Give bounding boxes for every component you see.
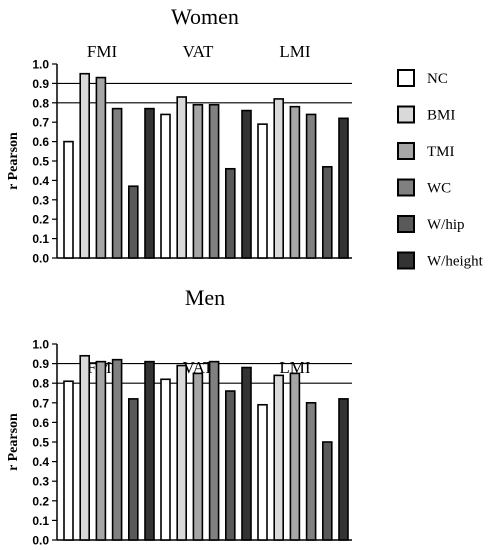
- bar-wc-lmi: [305, 113, 317, 259]
- bar-tmi-vat: [192, 372, 204, 541]
- bar-tmi-lmi: [289, 372, 301, 541]
- bar-w-height-vat: [241, 109, 252, 259]
- legend: NC BMI TMI WC W/hip W/height: [397, 69, 484, 270]
- category-label: LMI: [279, 358, 311, 377]
- y-tick-label: 0.4: [32, 455, 49, 469]
- bar-bmi-lmi: [273, 374, 285, 541]
- legend-swatch-w-hip: [397, 215, 415, 233]
- legend-swatch-w-height: [397, 251, 415, 270]
- bar-bmi-vat: [176, 364, 187, 541]
- y-tick-label: 1.0: [32, 58, 49, 72]
- y-tick-label: 0.5: [32, 155, 49, 169]
- bar-wc-fmi: [111, 107, 123, 259]
- y-tick-label: 1.0: [32, 338, 49, 352]
- bar-w-height-fmi: [144, 107, 155, 259]
- bar-wc-vat: [208, 103, 220, 259]
- y-tick-label: 0.7: [32, 396, 49, 410]
- legend-label: TMI: [427, 144, 455, 160]
- bar-w-height-lmi: [338, 398, 349, 541]
- bar-tmi-fmi: [95, 76, 107, 259]
- bar-nc-lmi: [257, 123, 268, 259]
- y-axis-label: r Pearson: [6, 132, 21, 190]
- y-tick-label: 0.2: [32, 494, 49, 508]
- bar-bmi-vat: [176, 96, 187, 259]
- bar-nc-lmi: [257, 403, 268, 541]
- y-tick-label: 0.5: [32, 436, 49, 450]
- bar-wc-vat: [208, 360, 220, 541]
- bar-w-hip-lmi: [321, 441, 333, 541]
- bar-nc-vat: [160, 113, 171, 259]
- y-tick-label: 0.0: [32, 252, 49, 266]
- men-chart: MenFMIVATLMIr Pearson0.00.10.20.30.40.50…: [6, 285, 352, 548]
- legend-label: W/hip: [427, 217, 465, 233]
- bar-nc-fmi: [63, 380, 74, 541]
- bar-bmi-fmi: [79, 354, 90, 541]
- legend-swatch-tmi: [397, 142, 415, 160]
- y-tick-label: 0.4: [32, 174, 49, 188]
- chart-title: Men: [185, 285, 225, 310]
- y-tick-label: 0.0: [32, 534, 49, 548]
- bar-wc-lmi: [305, 401, 317, 541]
- bar-tmi-lmi: [289, 105, 301, 259]
- y-tick-label: 0.8: [32, 377, 49, 391]
- bar-w-hip-fmi: [128, 185, 139, 259]
- bar-tmi-vat: [192, 103, 204, 259]
- y-tick-label: 0.1: [32, 514, 49, 528]
- bar-nc-fmi: [63, 140, 74, 259]
- y-tick-label: 0.9: [32, 357, 49, 371]
- y-tick-label: 0.3: [32, 475, 49, 489]
- y-axis-label: r Pearson: [6, 413, 21, 471]
- y-tick-label: 0.6: [32, 416, 49, 430]
- legend-swatch-nc: [397, 69, 415, 87]
- bar-bmi-fmi: [79, 72, 90, 259]
- y-tick-label: 0.1: [32, 232, 49, 246]
- bar-w-hip-vat: [225, 390, 236, 541]
- category-label: VAT: [183, 358, 214, 377]
- y-tick-label: 0.2: [32, 213, 49, 227]
- bar-w-height-lmi: [338, 117, 349, 259]
- y-tick-label: 0.9: [32, 77, 49, 91]
- legend-label: WC: [427, 181, 451, 197]
- legend-swatch-wc: [397, 178, 415, 197]
- bar-wc-fmi: [111, 358, 123, 541]
- category-label: VAT: [183, 42, 214, 61]
- y-tick-label: 0.3: [32, 193, 49, 207]
- women-chart: Women FMI VAT LMI r Pearson 0.0 0.1 0.2 0.3 0.4 0.…: [6, 4, 352, 266]
- chart-title: Women: [171, 4, 239, 29]
- bar-w-height-fmi: [144, 360, 155, 541]
- bar-tmi-fmi: [95, 360, 107, 541]
- bar-w-hip-vat: [225, 167, 236, 259]
- y-tick-label: 0.6: [32, 135, 49, 149]
- bar-w-height-vat: [241, 366, 252, 541]
- category-label: LMI: [279, 42, 311, 61]
- bar-nc-vat: [160, 378, 171, 541]
- legend-label: BMI: [427, 108, 455, 124]
- bar-w-hip-fmi: [128, 398, 139, 541]
- bar-bmi-lmi: [273, 98, 285, 259]
- legend-label: NC: [427, 71, 448, 87]
- y-tick-label: 0.8: [32, 96, 49, 110]
- y-tick-label: 0.7: [32, 116, 49, 130]
- legend-swatch-bmi: [397, 105, 415, 124]
- legend-label: W/height: [427, 254, 484, 270]
- bar-w-hip-lmi: [321, 166, 333, 259]
- category-label: FMI: [87, 42, 118, 61]
